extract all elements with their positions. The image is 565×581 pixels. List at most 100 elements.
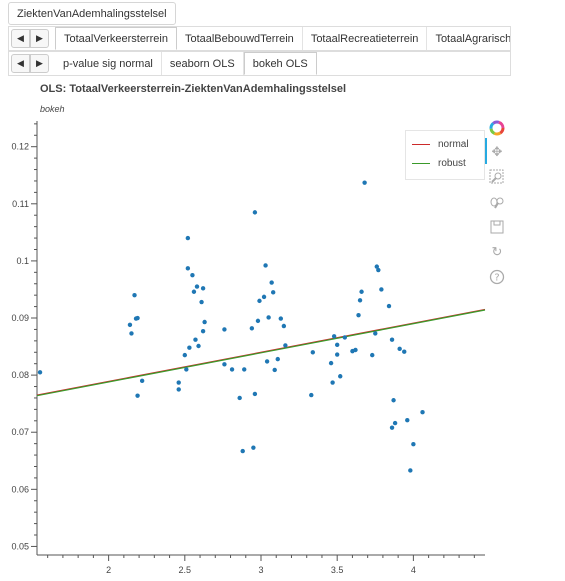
data-point[interactable] bbox=[266, 315, 271, 320]
data-point[interactable] bbox=[202, 319, 207, 325]
data-point[interactable] bbox=[278, 316, 284, 321]
data-point[interactable] bbox=[353, 347, 358, 353]
data-point[interactable] bbox=[200, 286, 206, 291]
legend-item-robust[interactable]: robust bbox=[412, 158, 466, 169]
box-zoom-icon[interactable] bbox=[487, 167, 507, 187]
data-point[interactable] bbox=[194, 284, 200, 289]
data-point[interactable] bbox=[139, 378, 145, 384]
data-point[interactable] bbox=[342, 335, 348, 340]
data-point[interactable] bbox=[408, 468, 413, 473]
data-point[interactable] bbox=[405, 418, 410, 423]
data-point[interactable] bbox=[184, 367, 189, 372]
data-point[interactable] bbox=[373, 331, 378, 336]
data-point[interactable] bbox=[199, 299, 204, 305]
data-point[interactable] bbox=[237, 395, 242, 401]
pan-icon[interactable]: ✥ bbox=[491, 144, 503, 159]
data-point[interactable] bbox=[379, 287, 384, 292]
data-point[interactable] bbox=[370, 352, 375, 358]
dataset-button[interactable]: ZiektenVanAdemhalingsstelsel bbox=[8, 2, 176, 25]
data-point[interactable] bbox=[359, 289, 364, 294]
data-point[interactable] bbox=[257, 298, 262, 304]
data-point[interactable] bbox=[275, 356, 280, 362]
tab-scroll-right-button[interactable]: ▶ bbox=[30, 29, 49, 48]
view-tab-0[interactable]: p-value sig normal bbox=[55, 52, 162, 75]
data-point[interactable] bbox=[420, 410, 425, 415]
data-point[interactable] bbox=[200, 328, 206, 334]
legend-item-normal[interactable]: normal bbox=[412, 139, 469, 150]
view-tab-1[interactable]: seaborn OLS bbox=[162, 52, 244, 75]
bokeh-logo-icon[interactable] bbox=[487, 118, 507, 138]
data-point[interactable] bbox=[132, 292, 137, 298]
data-point[interactable] bbox=[362, 180, 367, 185]
data-point[interactable] bbox=[185, 235, 191, 241]
feature-tab-1[interactable]: TotaalBebouwdTerrein bbox=[177, 27, 303, 50]
data-point[interactable] bbox=[357, 298, 363, 303]
data-point[interactable] bbox=[411, 442, 416, 447]
data-point[interactable] bbox=[261, 294, 267, 300]
data-point[interactable] bbox=[397, 346, 402, 352]
data-point[interactable] bbox=[251, 445, 256, 450]
data-point[interactable] bbox=[185, 266, 191, 271]
data-point[interactable] bbox=[249, 326, 255, 331]
data-point[interactable] bbox=[242, 367, 247, 372]
data-point[interactable] bbox=[37, 370, 43, 375]
data-point[interactable] bbox=[338, 374, 343, 379]
data-point[interactable] bbox=[240, 448, 245, 454]
data-point[interactable] bbox=[270, 290, 276, 295]
data-point[interactable] bbox=[187, 345, 192, 350]
view-scroll-right-button[interactable]: ▶ bbox=[30, 54, 49, 73]
tab-scroll-left-button[interactable]: ◀ bbox=[11, 29, 30, 48]
data-point[interactable] bbox=[127, 322, 133, 328]
data-point[interactable] bbox=[264, 359, 270, 364]
data-point[interactable] bbox=[374, 264, 380, 269]
data-point[interactable] bbox=[309, 392, 314, 398]
data-point[interactable] bbox=[392, 420, 398, 426]
y-tick-label: 0.11 bbox=[12, 199, 29, 209]
data-point[interactable] bbox=[176, 380, 181, 385]
feature-tab-3[interactable]: TotaalAgrarischTe bbox=[427, 27, 510, 50]
data-point[interactable] bbox=[176, 387, 181, 392]
data-point[interactable] bbox=[376, 267, 381, 273]
data-point[interactable] bbox=[331, 334, 337, 339]
data-point[interactable] bbox=[252, 210, 258, 215]
data-point[interactable] bbox=[328, 360, 334, 366]
data-point[interactable] bbox=[193, 337, 198, 342]
reset-icon[interactable]: ↻ bbox=[491, 244, 503, 259]
data-point[interactable] bbox=[182, 352, 188, 358]
data-point[interactable] bbox=[222, 327, 227, 332]
wheel-zoom-icon[interactable] bbox=[487, 192, 507, 212]
data-point[interactable] bbox=[190, 272, 195, 278]
data-point[interactable] bbox=[334, 342, 340, 348]
feature-tab-2[interactable]: TotaalRecreatieterrein bbox=[303, 27, 428, 50]
feature-tab-0[interactable]: TotaalVerkeersterrein bbox=[55, 27, 177, 50]
y-tick-label: 0.07 bbox=[11, 427, 29, 437]
data-point[interactable] bbox=[191, 289, 197, 294]
data-point[interactable] bbox=[252, 391, 258, 397]
view-scroll-left-button[interactable]: ◀ bbox=[11, 54, 30, 73]
data-point[interactable] bbox=[389, 337, 395, 342]
data-point[interactable] bbox=[222, 362, 227, 367]
data-point[interactable] bbox=[281, 323, 287, 329]
help-icon[interactable]: ? bbox=[487, 267, 507, 287]
data-point[interactable] bbox=[255, 318, 261, 324]
data-point[interactable] bbox=[402, 349, 407, 354]
data-point[interactable] bbox=[356, 312, 361, 318]
data-point[interactable] bbox=[330, 380, 335, 385]
data-point[interactable] bbox=[389, 425, 395, 430]
data-point[interactable] bbox=[196, 343, 201, 349]
data-point[interactable] bbox=[229, 367, 235, 372]
data-point[interactable] bbox=[272, 367, 277, 373]
data-point[interactable] bbox=[129, 331, 134, 336]
save-icon[interactable] bbox=[487, 217, 507, 237]
data-point[interactable] bbox=[135, 393, 140, 398]
data-point[interactable] bbox=[135, 315, 140, 321]
view-tab-2[interactable]: bokeh OLS bbox=[243, 52, 317, 75]
data-point[interactable] bbox=[334, 352, 340, 357]
data-point[interactable] bbox=[283, 343, 288, 348]
data-point[interactable] bbox=[269, 280, 274, 285]
data-point[interactable] bbox=[391, 398, 396, 403]
data-point[interactable] bbox=[263, 263, 268, 268]
data-point[interactable] bbox=[310, 350, 316, 355]
data-point[interactable] bbox=[386, 303, 392, 309]
